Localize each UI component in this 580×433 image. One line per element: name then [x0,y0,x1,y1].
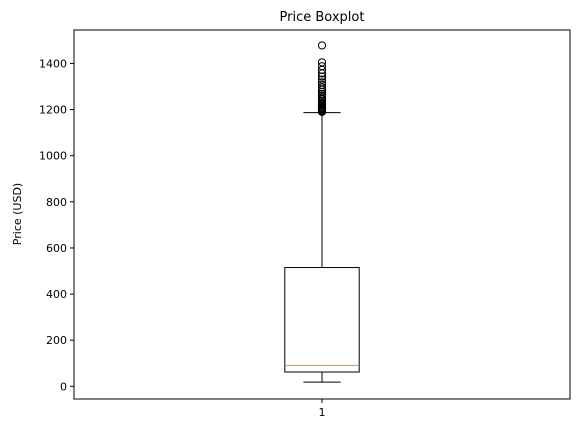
outlier-point [317,41,327,50]
outlier-point [317,75,327,84]
y-tick-label: 600 [46,242,67,255]
x-axis: 1 [319,399,326,419]
outlier-point [317,72,327,81]
y-tick-label: 200 [46,334,67,347]
iqr-box [284,267,360,373]
outlier-point [317,78,327,87]
y-tick-label: 800 [46,196,67,209]
outlier-point [317,62,327,71]
y-tick-label: 0 [60,380,67,393]
x-tick-label: 1 [319,406,326,419]
y-tick-label: 1200 [39,104,67,117]
y-tick-label: 1000 [39,150,67,163]
outlier-point [317,58,327,67]
outlier-point [317,89,327,98]
y-tick-label: 400 [46,288,67,301]
chart-title: Price Boxplot [280,10,365,25]
y-axis: 0 200 400 600 800 1000 1200 1400 [39,57,74,393]
y-tick-label: 1400 [39,57,67,70]
outlier-point [317,83,327,92]
box-series [284,41,360,383]
plot-area: 0 200 400 600 800 1000 1200 1400 1 [39,29,571,419]
y-axis-label: Price (USD) [11,183,24,245]
outlier-point [317,80,327,89]
